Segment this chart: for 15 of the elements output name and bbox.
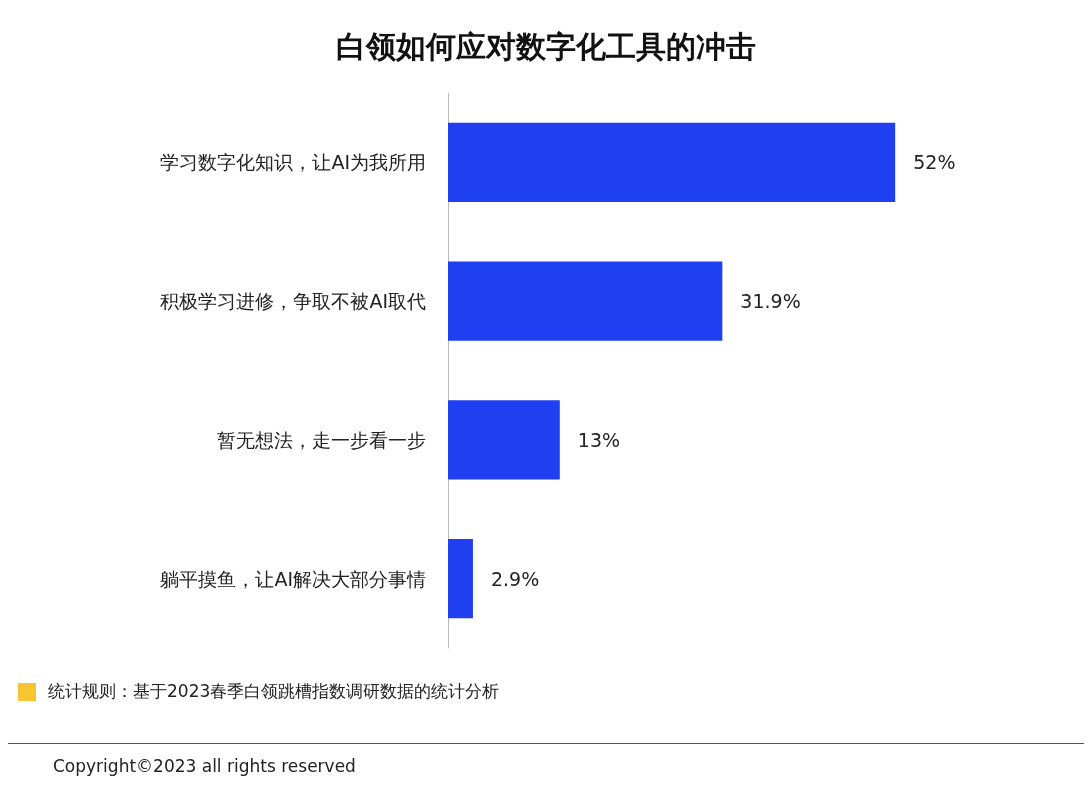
bar — [448, 539, 473, 619]
text: 统计规则：基于2023春季白领跳槽指数调研数据的统计分析 — [48, 680, 500, 703]
chart-title: 白领如何应对数字化工具的冲击 — [336, 28, 756, 64]
y-tick-label: 暂无想法，走一步看一步 — [217, 428, 426, 451]
bar — [448, 261, 723, 341]
bar — [448, 122, 896, 202]
data-label: 31.9% — [740, 290, 801, 313]
y-tick-label: 积极学习进修，争取不被AI取代 — [160, 290, 426, 313]
data-label: 52% — [913, 151, 956, 174]
y-tick-label: 躺平摸鱼，让AI解决大部分事情 — [160, 567, 426, 590]
data-label: 13% — [577, 428, 621, 451]
y-tick-label: 学习数字化知识，让AI为我所用 — [160, 151, 426, 174]
bar — [448, 400, 560, 480]
text: Copyright©2023 all rights reserved — [53, 756, 357, 776]
data-label: 2.9% — [490, 567, 540, 590]
